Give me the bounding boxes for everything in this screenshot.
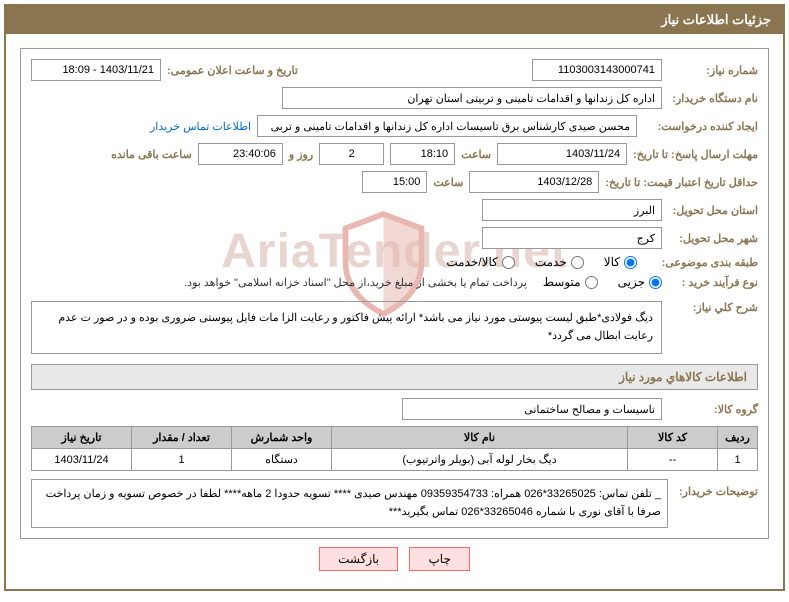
- th-date: تاریخ نیاز: [32, 427, 132, 449]
- hour-label-2: ساعت: [433, 176, 463, 189]
- radio-medium[interactable]: متوسط: [543, 275, 598, 289]
- radio-goods[interactable]: کالا: [604, 255, 637, 269]
- price-validity-label: حداقل تاریخ اعتبار قیمت: تا تاریخ:: [605, 176, 758, 189]
- back-button[interactable]: بازگشت: [319, 547, 398, 571]
- th-name: نام کالا: [332, 427, 628, 449]
- days-left-value: 2: [319, 143, 384, 165]
- title-bar: جزئیات اطلاعات نیاز: [6, 6, 783, 34]
- buyer-org-value: اداره کل زندانها و اقدامات تامینی و تربی…: [282, 87, 662, 109]
- category-label: طبقه بندی موضوعی:: [643, 256, 758, 269]
- radio-partial-label: جزیی: [618, 275, 645, 289]
- contact-link[interactable]: اطلاعات تماس خریدار: [150, 120, 251, 133]
- city-label: شهر محل تحویل:: [668, 232, 758, 245]
- radio-medium-input[interactable]: [585, 276, 598, 289]
- radio-partial-input[interactable]: [649, 276, 662, 289]
- td-name: دیگ بخار لوله آبی (بویلر واترتیوب): [332, 449, 628, 471]
- buyer-org-label: نام دستگاه خریدار:: [668, 92, 758, 105]
- announce-dt-label: تاریخ و ساعت اعلان عمومی:: [167, 64, 298, 77]
- hour-label-1: ساعت: [461, 148, 491, 161]
- radio-goods-service-label: کالا/خدمت: [446, 255, 497, 269]
- td-date: 1403/11/24: [32, 449, 132, 471]
- print-button[interactable]: چاپ: [409, 547, 469, 571]
- radio-service-input[interactable]: [571, 256, 584, 269]
- radio-goods-service-input[interactable]: [502, 256, 515, 269]
- td-code: --: [628, 449, 718, 471]
- radio-goods-input[interactable]: [624, 256, 637, 269]
- table-row: 1 -- دیگ بخار لوله آبی (بویلر واترتیوب) …: [32, 449, 758, 471]
- requester-label: ایجاد کننده درخواست:: [643, 120, 758, 133]
- treasury-note: پرداخت تمام یا بخشی از مبلغ خرید،از محل …: [184, 276, 527, 289]
- td-qty: 1: [132, 449, 232, 471]
- price-valid-hour: 15:00: [362, 171, 427, 193]
- city-value: کرج: [482, 227, 662, 249]
- requester-value: محسن صیدی کارشناس برق تاسیسات اداره کل ز…: [257, 115, 637, 137]
- th-row: ردیف: [718, 427, 758, 449]
- response-hour-value: 18:10: [390, 143, 455, 165]
- countdown-value: 23:40:06: [198, 143, 283, 165]
- need-desc-box: دیگ فولادی*طبق لیست پیوستی مورد نیاز می …: [31, 301, 662, 354]
- goods-group-value: تاسیسات و مصالح ساختمانی: [402, 398, 662, 420]
- buyer-notes-label: توضیحات خریدار:: [668, 479, 758, 498]
- th-code: کد کالا: [628, 427, 718, 449]
- need-desc-label: شرح کلي نياز:: [668, 301, 758, 314]
- price-valid-date: 1403/12/28: [469, 171, 599, 193]
- goods-table: ردیف کد کالا نام کالا واحد شمارش تعداد /…: [31, 426, 758, 471]
- td-row: 1: [718, 449, 758, 471]
- need-no-value: 1103003143000741: [532, 59, 662, 81]
- goods-group-label: گروه کالا:: [668, 403, 758, 416]
- province-label: استان محل تحویل:: [668, 204, 758, 217]
- announce-dt-value: 1403/11/21 - 18:09: [31, 59, 161, 81]
- radio-partial[interactable]: جزیی: [618, 275, 662, 289]
- response-deadline-label: مهلت ارسال پاسخ: تا تاریخ:: [633, 148, 758, 161]
- purchase-type-label: نوع فرآیند خرید :: [668, 276, 758, 289]
- th-unit: واحد شمارش: [232, 427, 332, 449]
- radio-service-label: خدمت: [535, 255, 567, 269]
- response-date-value: 1403/11/24: [497, 143, 627, 165]
- day-and-label: روز و: [289, 148, 313, 161]
- goods-info-header: اطلاعات كالاهاي مورد نياز: [31, 364, 758, 390]
- radio-service[interactable]: خدمت: [535, 255, 584, 269]
- td-unit: دستگاه: [232, 449, 332, 471]
- province-value: البرز: [482, 199, 662, 221]
- radio-goods-service[interactable]: کالا/خدمت: [446, 255, 514, 269]
- need-no-label: شماره نیاز:: [668, 64, 758, 77]
- remaining-label: ساعت باقی مانده: [111, 148, 192, 161]
- radio-goods-label: کالا: [604, 255, 620, 269]
- radio-medium-label: متوسط: [543, 275, 581, 289]
- th-qty: تعداد / مقدار: [132, 427, 232, 449]
- buyer-notes-box: _ تلفن تماس: 33265025*026 همراه: 0935935…: [31, 479, 668, 528]
